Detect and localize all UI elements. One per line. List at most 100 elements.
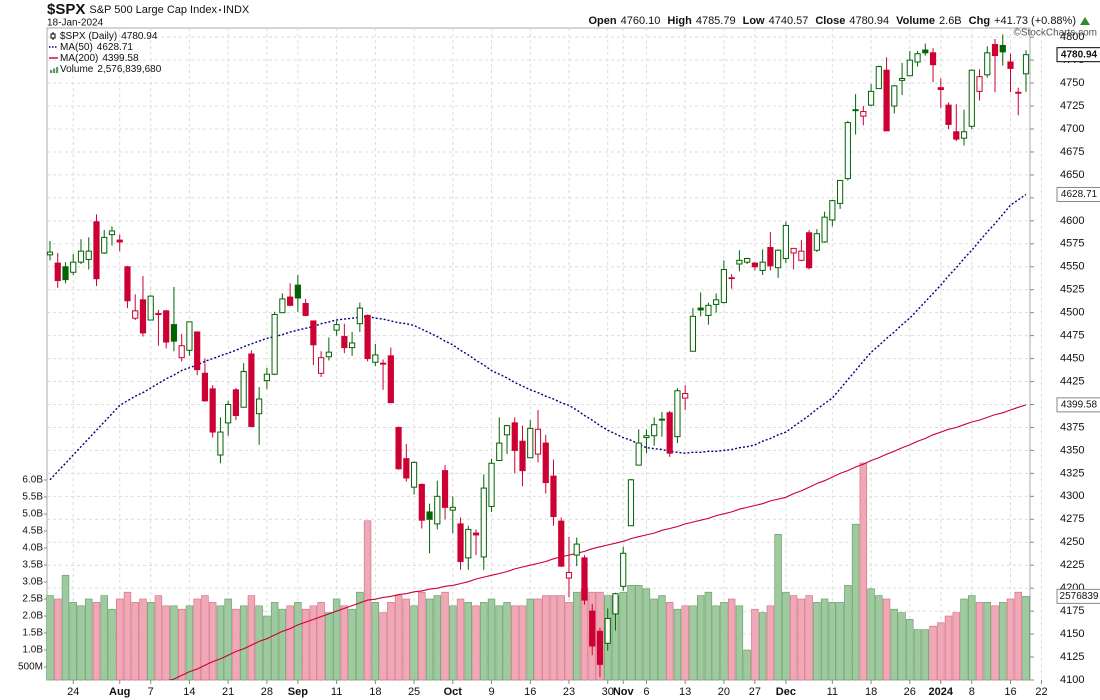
volume-bar: [131, 602, 139, 681]
candle-body: [77, 250, 85, 263]
y-tick-label: 4475: [1060, 330, 1084, 342]
volume-bar: [356, 591, 364, 681]
volume-tick-label: 5.0B: [22, 509, 43, 520]
candle-body: [70, 261, 77, 273]
x-tick-label: Dec: [776, 686, 796, 698]
volume-tick-label: 500M: [18, 662, 43, 673]
last-value-label: 4399.58: [1061, 400, 1098, 411]
volume-bar: [766, 605, 775, 681]
volume-bar: [487, 598, 496, 681]
moving-averages: [49, 193, 1027, 680]
volume-bar: [937, 622, 945, 681]
x-tick-label: 11: [827, 686, 838, 698]
volume-bar: [573, 591, 581, 681]
legend-value: 4628.71: [97, 42, 134, 53]
candle-body: [511, 422, 518, 451]
volume-bar: [797, 598, 806, 681]
volume-bar: [472, 605, 480, 681]
x-tick-label: 8: [969, 686, 975, 698]
x-tick-label: 20: [718, 686, 730, 698]
candle-body: [310, 320, 317, 346]
volume-tick-label: 6.0B: [22, 475, 43, 486]
volume-bar: [673, 608, 682, 681]
volume-bar: [46, 595, 54, 681]
volume-bar: [991, 605, 999, 681]
candle-body: [62, 266, 69, 281]
candle-body: [457, 523, 464, 563]
candle-body: [914, 53, 921, 63]
candle-body: [410, 461, 418, 488]
volume-bar: [836, 602, 844, 681]
candle-body: [449, 506, 456, 511]
volume-bar: [712, 605, 720, 681]
candle-body: [589, 610, 596, 647]
volume-bar: [247, 595, 256, 681]
candle-body: [341, 336, 348, 349]
candle-body: [875, 66, 882, 90]
volume-bar: [441, 591, 449, 681]
candle-body: [209, 388, 216, 433]
ma-line: [49, 193, 1027, 481]
candle-body: [953, 131, 960, 140]
volume-tick-label: 2.0B: [22, 611, 43, 622]
candle-body: [968, 69, 975, 127]
candle-body: [441, 470, 449, 508]
volume-bar: [890, 608, 899, 681]
candle-body: [480, 487, 487, 558]
volume-bar: [340, 605, 349, 681]
quote-value: 2.6B: [939, 15, 962, 27]
quote-label: Chg: [969, 15, 990, 27]
volume-bar: [727, 598, 736, 681]
volume-tick-label: 1.0B: [22, 645, 43, 656]
candle-body: [806, 232, 813, 269]
candle-body: [170, 324, 178, 342]
volume-bar: [317, 602, 325, 681]
candle-body: [775, 249, 782, 269]
candle-body: [790, 247, 797, 254]
candle-body: [922, 49, 929, 54]
quote-value: 4740.57: [769, 15, 809, 27]
candle-body: [496, 442, 503, 462]
candle-body: [867, 90, 875, 106]
volume-bar: [162, 605, 170, 681]
x-tick-label: 2024: [929, 686, 954, 698]
y-tick-label: 4675: [1060, 146, 1084, 158]
candle-body: [46, 251, 54, 256]
candle-body: [186, 321, 193, 351]
candle-body: [635, 442, 642, 466]
volume-bar: [232, 608, 240, 681]
candle-body: [697, 307, 704, 311]
candle-body: [976, 76, 983, 92]
candle-body: [108, 230, 116, 236]
volume-tick-label: 3.5B: [22, 560, 43, 571]
candle-body: [844, 122, 851, 180]
volume-bar: [813, 602, 821, 681]
x-tick-label: 22: [1035, 686, 1047, 698]
candle-body: [836, 179, 844, 204]
candle-body: [318, 357, 325, 374]
volume-bar: [449, 605, 457, 681]
candle-body: [581, 557, 588, 601]
candle-body: [736, 259, 743, 265]
volume-bar: [906, 619, 914, 681]
x-tick-label: 28: [261, 686, 273, 698]
volume-bar: [503, 602, 511, 681]
candle-body: [813, 233, 820, 251]
last-value-box: [1056, 588, 1100, 604]
y-tick-label: 4800: [1060, 31, 1084, 43]
volume-bar: [627, 585, 635, 681]
legend-marker: [50, 33, 56, 39]
volume-bar: [325, 612, 333, 681]
y-tick-label: 4575: [1060, 238, 1084, 250]
candle-body: [1015, 91, 1022, 94]
last-value-box: [1056, 47, 1100, 63]
volume-bar: [154, 595, 163, 681]
volume-bar: [898, 612, 906, 681]
chart-date: 18-Jan-2024: [47, 18, 104, 29]
candle-body: [534, 428, 542, 455]
volume-bar: [944, 615, 953, 681]
volume-bar: [642, 588, 651, 681]
legend-name: Volume: [60, 64, 94, 75]
volume-bar: [867, 588, 875, 681]
volume-bar: [549, 595, 558, 681]
